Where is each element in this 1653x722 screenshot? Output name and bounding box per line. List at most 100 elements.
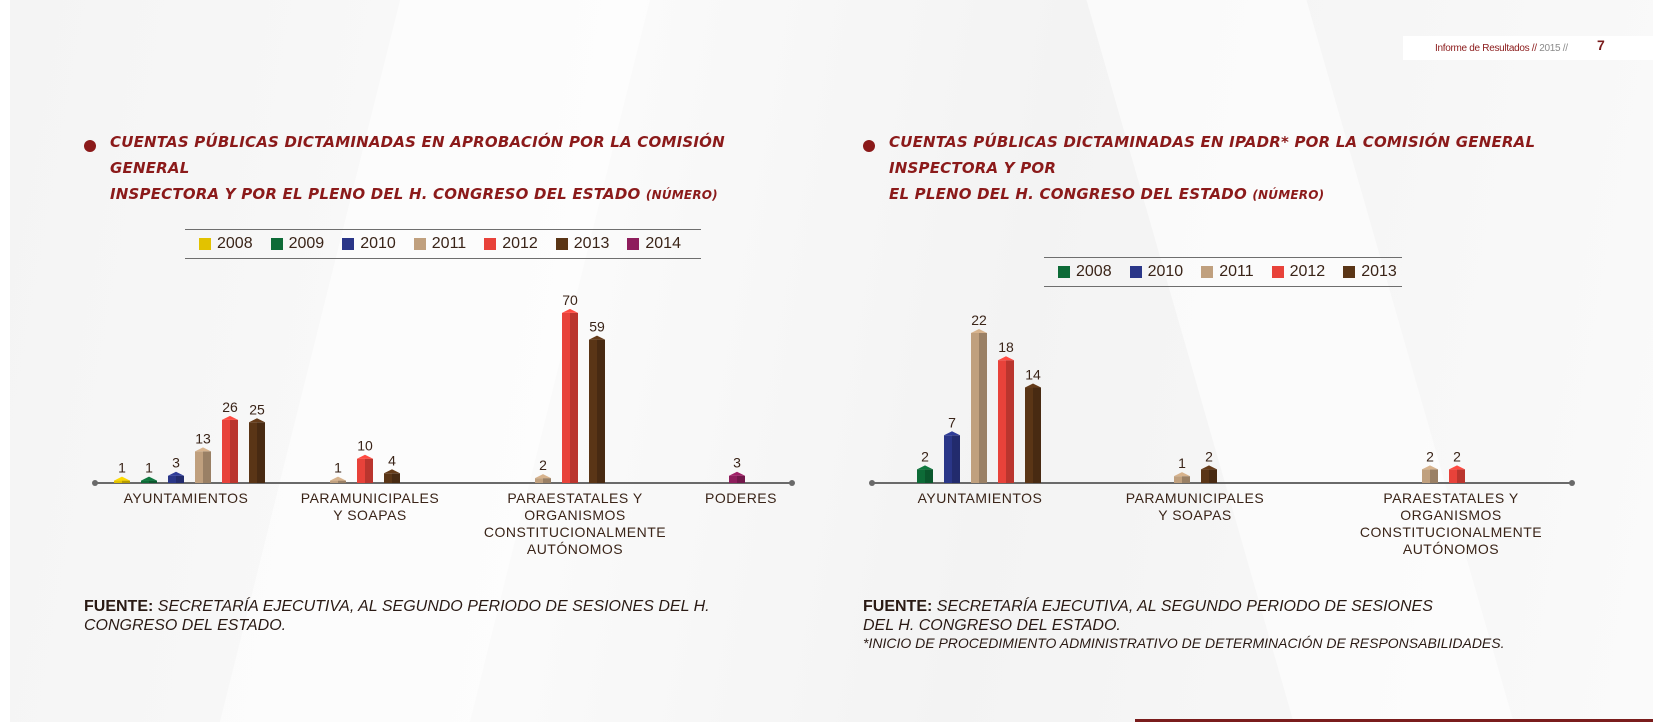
bar-face-left — [562, 312, 570, 483]
bar-face-right — [1430, 469, 1438, 483]
bar-face-left — [1025, 387, 1033, 483]
bar-cap — [222, 415, 238, 420]
legend-label: 2008 — [217, 235, 253, 252]
bar-face-left — [998, 360, 1006, 483]
category-label: PODERES — [705, 490, 777, 506]
bar-face-left — [1449, 469, 1457, 483]
bar-cap — [998, 356, 1014, 361]
data-label: 1 — [145, 460, 153, 476]
bar-face-right — [1182, 476, 1190, 483]
data-label: 26 — [222, 399, 238, 415]
bar-face-left — [195, 451, 203, 483]
bar-cap — [195, 447, 211, 452]
bar-face-left — [384, 473, 392, 483]
bar-cap — [535, 474, 551, 479]
bar-face-left — [1174, 476, 1182, 483]
legend-item-2008: 2008 — [1058, 263, 1112, 281]
bar-cap — [114, 476, 130, 481]
bar-2014 — [729, 471, 745, 483]
report-header: Informe de Resultados // 2015 // — [1435, 43, 1568, 54]
data-label: 3 — [733, 455, 741, 471]
title-bullet — [863, 140, 875, 152]
data-label: 2 — [1205, 448, 1213, 464]
bar-face-right — [149, 480, 157, 483]
category-label: AYUNTAMIENTOS — [123, 490, 249, 506]
data-label: 7 — [948, 414, 956, 430]
report-page: Informe de Resultados // 2015 // 7 CUENT… — [10, 0, 1653, 722]
bar-2011 — [1422, 465, 1438, 483]
bar-cap — [330, 476, 346, 481]
legend-item-2014: 2014 — [627, 235, 681, 253]
report-title: Informe de Resultados // — [1435, 43, 1537, 54]
data-label: 18 — [998, 339, 1014, 355]
data-label: 1 — [118, 460, 126, 476]
legend-item-2012: 2012 — [484, 235, 538, 253]
data-label: 22 — [971, 312, 987, 328]
data-label: 13 — [195, 430, 211, 446]
left-title-line2: INSPECTORA Y POR EL PLENO DEL H. CONGRES… — [110, 185, 641, 203]
axis-end-dot — [1569, 480, 1575, 486]
bar-face-left — [168, 475, 176, 483]
data-label: 3 — [172, 455, 180, 471]
bar-2008 — [114, 476, 130, 483]
bar-2013 — [1201, 465, 1217, 483]
bar-face-left — [249, 422, 257, 483]
bar-face-left — [589, 339, 597, 483]
bar-face-right — [737, 475, 745, 483]
legend-label: 2012 — [1289, 263, 1326, 280]
left-title-unit: (NÚMERO) — [645, 188, 718, 202]
legend-item-2008: 2008 — [199, 235, 253, 253]
legend-swatch — [1271, 266, 1284, 278]
legend-label: 2011 — [1219, 263, 1254, 280]
bar-face-left — [141, 480, 149, 483]
legend-swatch — [1058, 266, 1070, 278]
title-bullet — [84, 140, 96, 152]
axis-end-dot — [92, 480, 98, 486]
right-title-unit: (NÚMERO) — [1252, 188, 1325, 202]
category-label: AYUNTAMIENTOS — [917, 490, 1043, 506]
bar-face-right — [543, 478, 551, 483]
bar-face-right — [952, 435, 960, 483]
bar-face-right — [570, 312, 578, 483]
data-label: 59 — [589, 319, 605, 335]
bar-2013 — [1025, 383, 1041, 483]
bar-face-left — [1201, 469, 1209, 483]
legend-item-2013: 2013 — [555, 235, 609, 253]
left-chart-title: CUENTAS PÚBLICAS DICTAMINADAS EN APROBAC… — [110, 129, 780, 208]
bar-face-left — [917, 469, 925, 483]
bar-cap — [1025, 383, 1041, 388]
legend-item-2009: 2009 — [270, 235, 324, 253]
category-label: PARAMUNICIPALES Y SOAPAS — [300, 490, 440, 523]
category-label: PARAESTATALES Y ORGANISMOS CONSTITUCIONA… — [1359, 490, 1543, 557]
right-chart-title: CUENTAS PÚBLICAS DICTAMINADAS EN IPADR* … — [889, 129, 1609, 208]
bar-cap — [249, 418, 265, 423]
bar-face-left — [1422, 469, 1430, 483]
right-title-line2: EL PLENO DEL H. CONGRESO DEL ESTADO — [889, 185, 1247, 203]
legend-swatch — [555, 238, 568, 250]
bar-cap — [357, 454, 373, 459]
legend-swatch — [627, 238, 640, 250]
report-year: 2015 // — [1539, 43, 1568, 54]
right-title-line1: CUENTAS PÚBLICAS DICTAMINADAS EN IPADR* … — [889, 133, 1536, 177]
bottom-rule — [1135, 719, 1653, 722]
bar-2012 — [1449, 465, 1465, 483]
bar-2009 — [141, 476, 157, 483]
data-label: 70 — [562, 292, 578, 308]
legend-item-2012: 2012 — [1271, 263, 1326, 281]
bar-2011 — [195, 447, 211, 483]
legend-swatch — [270, 238, 283, 250]
data-label: 4 — [388, 452, 396, 468]
legend-swatch — [1343, 266, 1356, 278]
axis-end-dot — [789, 480, 795, 486]
legend-label: 2012 — [502, 235, 538, 252]
category-label: PARAMUNICIPALES Y SOAPAS — [1125, 490, 1265, 523]
bar-cap — [384, 469, 400, 474]
right-source-label: FUENTE: — [863, 598, 933, 615]
bar-2011 — [971, 328, 987, 483]
bar-cap — [141, 476, 157, 481]
bar-face-left — [971, 332, 979, 483]
bar-face-right — [925, 469, 933, 483]
legend-item-2011: 2011 — [413, 235, 466, 253]
